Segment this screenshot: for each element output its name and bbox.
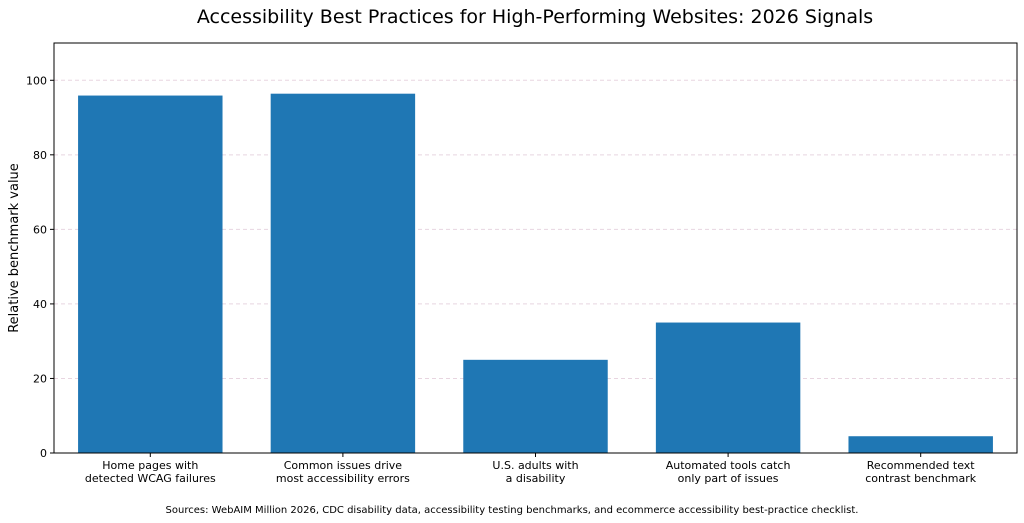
source-note: Sources: WebAIM Million 2026, CDC disabi…: [166, 505, 859, 516]
x-axis-ticks: Home pages with detected WCAG failures Com…: [85, 453, 977, 485]
y-tick-label: 20: [33, 372, 47, 385]
x-tick-label: Recommended text contrast benchmark: [865, 459, 977, 485]
chart-title: Accessibility Best Practices for High-Pe…: [197, 6, 873, 28]
y-tick-label: 60: [33, 223, 47, 236]
y-axis-ticks: 0 20 40 60 80 100: [26, 74, 54, 460]
x-tick-label: U.S. adults with a disability: [492, 459, 578, 485]
bar: [463, 359, 608, 453]
bar: [848, 436, 993, 453]
y-axis-label: Relative benchmark value: [7, 163, 22, 333]
x-tick-label: Home pages with detected WCAG failures: [85, 459, 216, 485]
bar: [78, 95, 223, 454]
y-tick-label: 80: [33, 149, 47, 162]
bar: [270, 93, 416, 453]
x-tick-label: Common issues drive most accessibility er…: [276, 459, 410, 485]
y-tick-label: 100: [26, 74, 47, 87]
x-tick-label: Automated tools catch only part of issues: [666, 459, 791, 485]
bar: [655, 322, 801, 453]
y-tick-label: 0: [40, 447, 47, 460]
y-tick-label: 40: [33, 298, 47, 311]
bars: [78, 93, 993, 454]
